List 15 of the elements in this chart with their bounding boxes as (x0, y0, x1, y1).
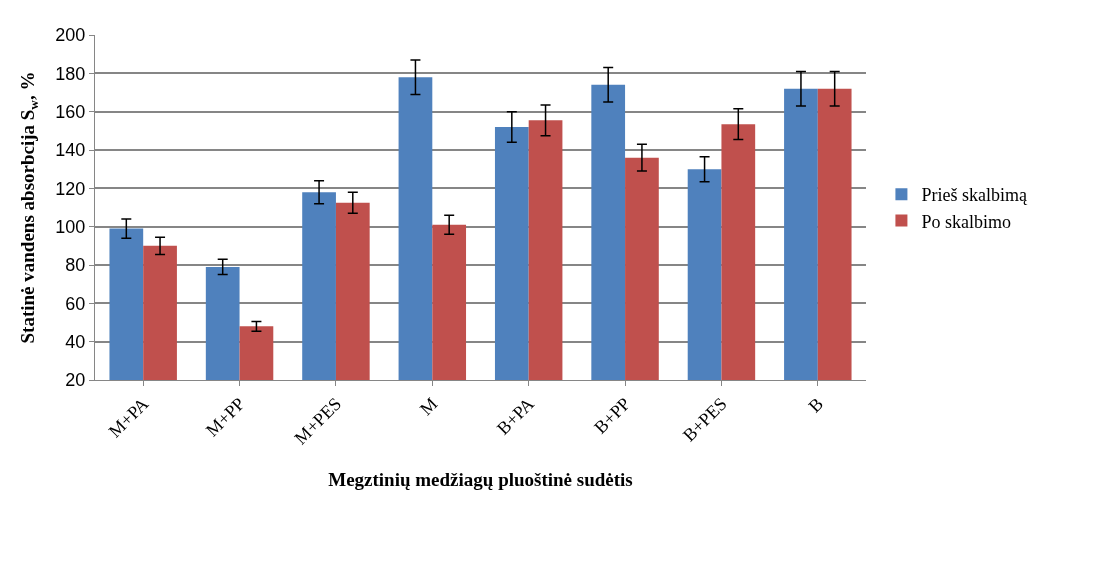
y-tick-label: 180 (55, 63, 86, 84)
y-tick-label: 120 (55, 178, 86, 199)
y-tick-label: 200 (55, 25, 86, 46)
y-tick-label: 40 (65, 331, 86, 352)
y-tick-label: 140 (55, 140, 86, 161)
y-tick-label: 100 (55, 216, 86, 237)
legend-label: Po skalbimo (921, 211, 1011, 232)
legend-label: Prieš skalbimą (921, 185, 1028, 206)
y-tick-label: 60 (65, 293, 86, 314)
x-axis-title: Megztinių medžiagų pluoštinė sudėtis (328, 469, 633, 491)
x-tick-label: B (804, 393, 827, 417)
y-tick-label: 20 (65, 370, 86, 391)
y-tick-label: 160 (55, 101, 86, 122)
y-tick-label: 80 (65, 255, 86, 276)
x-tick-label: M (416, 393, 442, 420)
